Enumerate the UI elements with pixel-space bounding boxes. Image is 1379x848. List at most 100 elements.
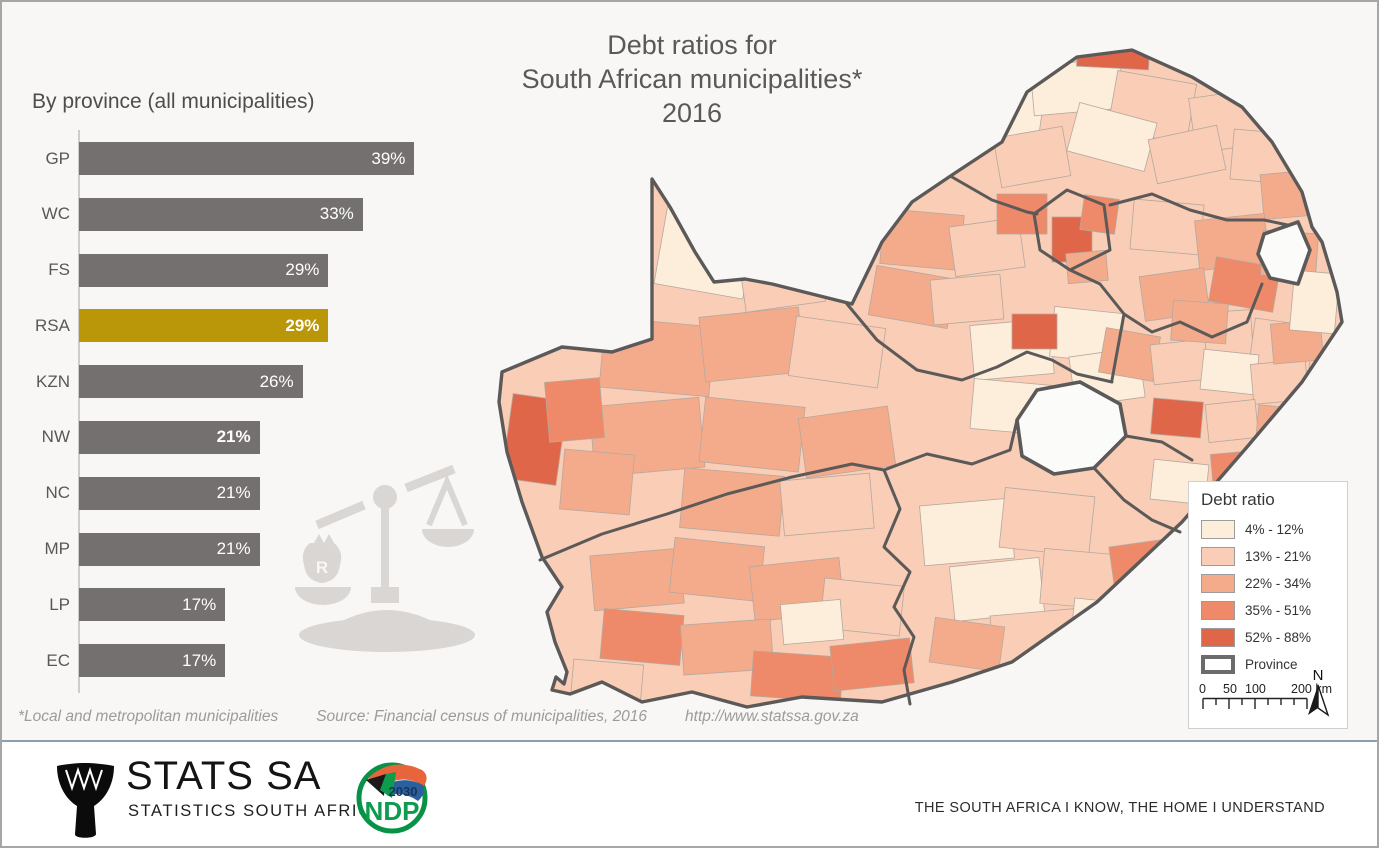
statssa-subtitle: STATISTICS SOUTH AFRICA xyxy=(128,802,385,820)
chart-title: By province (all municipalities) xyxy=(32,90,315,113)
bar-category-label: NW xyxy=(41,427,70,447)
legend-class-label: 13% - 21% xyxy=(1245,549,1312,564)
svg-text:R: R xyxy=(316,558,328,577)
municipality-patch xyxy=(1170,299,1229,345)
municipality-patch xyxy=(929,273,1005,326)
lesotho-hole xyxy=(1015,380,1128,476)
legend-row-3: 22% - 34% xyxy=(1201,574,1337,593)
map-title-line3: 2016 xyxy=(661,98,723,128)
bar-value-label: 21% xyxy=(216,427,251,447)
municipality-patch xyxy=(989,607,1085,667)
municipality-patch xyxy=(829,637,915,692)
statssa-drum-logo-icon xyxy=(57,763,114,838)
bar-row-lp: LP 17% xyxy=(20,588,450,622)
scale-bar: 0 50 100 200 km N xyxy=(1199,668,1337,722)
municipality-patch xyxy=(1204,399,1260,443)
province-border xyxy=(1032,188,1112,272)
province-border xyxy=(1124,434,1194,462)
municipality-patch xyxy=(1108,536,1186,598)
footnote-row: *Local and metropolitan municipalities S… xyxy=(18,708,1118,726)
bar-category-label: KZN xyxy=(36,371,70,391)
source-text: Source: Financial census of municipaliti… xyxy=(316,708,648,725)
bar-value-label: 39% xyxy=(371,148,406,168)
municipality-patch xyxy=(919,497,1015,567)
map-title-line2: South African municipalities* xyxy=(521,64,863,94)
province-border xyxy=(538,462,886,562)
municipality-patch xyxy=(1079,194,1120,235)
map-title-line1: Debt ratios for xyxy=(607,30,777,60)
bar-category-label: EC xyxy=(46,650,70,670)
municipality-patch xyxy=(679,467,785,537)
brand-tagline: THE SOUTH AFRICA I KNOW, THE HOME I UNDE… xyxy=(914,800,1325,816)
municipality-patch xyxy=(779,599,845,645)
bar-wc: 33% xyxy=(79,197,363,231)
north-arrow: N xyxy=(1303,667,1333,722)
municipality-patch xyxy=(1289,269,1340,335)
scale-tick-label: 200 km xyxy=(1291,682,1332,696)
legend-swatch xyxy=(1201,628,1235,647)
municipality-patch xyxy=(698,396,806,473)
map-title: Debt ratios for South African municipali… xyxy=(452,28,932,130)
footnote-text: *Local and metropolitan municipalities xyxy=(18,708,279,725)
municipality-patch xyxy=(589,547,685,612)
bar-kzn: 26% xyxy=(79,365,303,399)
municipality-patch xyxy=(598,316,716,398)
province-border xyxy=(950,175,1039,216)
bar-ec: 17% xyxy=(79,644,226,678)
bar-row-wc: WC 33% xyxy=(20,197,450,231)
municipality-patch xyxy=(992,125,1072,189)
province-border xyxy=(1122,282,1264,339)
map-legend: Debt ratio 4% - 12% 13% - 21% 22% - 34% 35%… xyxy=(1188,481,1348,729)
bar-category-label: RSA xyxy=(35,315,70,335)
brand-band: STATS SA STATISTICS SOUTH AFRICA 2030 ND… xyxy=(2,742,1377,846)
municipality-patch xyxy=(787,315,887,389)
scale-ruler xyxy=(1202,697,1308,709)
legend-row-2: 13% - 21% xyxy=(1201,547,1337,566)
legend-row-5: 52% - 88% xyxy=(1201,628,1337,647)
website-url: http://www.statssa.gov.za xyxy=(685,708,859,725)
bar-value-label: 17% xyxy=(182,650,217,670)
municipality-patch xyxy=(1069,597,1155,657)
legend-class-label: 52% - 88% xyxy=(1245,630,1312,645)
municipality-patch xyxy=(1076,50,1150,71)
bar-row-kzn: KZN 26% xyxy=(20,365,450,399)
municipality-patch xyxy=(779,472,875,537)
bar-value-label: 26% xyxy=(259,371,294,391)
scale-tick-label: 0 xyxy=(1199,682,1206,696)
bar-category-label: MP xyxy=(44,539,71,559)
bar-value-label: 29% xyxy=(285,260,320,280)
bar-value-label: 21% xyxy=(216,539,251,559)
municipality-patch xyxy=(996,193,1048,235)
statssa-wordmark: STATS SA xyxy=(126,754,322,798)
province-border xyxy=(1068,268,1126,382)
bar-value-label: 21% xyxy=(216,483,251,503)
legend-class-label: 4% - 12% xyxy=(1245,522,1304,537)
municipality-patch xyxy=(797,405,897,479)
ndp-year-text: 2030 xyxy=(389,784,418,799)
province-swatch xyxy=(1201,655,1235,674)
scale-tick-label: 50 xyxy=(1223,682,1237,696)
bar-fs: 29% xyxy=(79,253,329,287)
bar-category-label: WC xyxy=(41,204,70,224)
province-border xyxy=(1108,192,1299,229)
bar-row-ec: EC 17% xyxy=(20,644,450,678)
legend-swatch xyxy=(1201,520,1235,539)
municipality-patch xyxy=(544,377,605,443)
north-label: N xyxy=(1312,667,1324,684)
province-border xyxy=(882,418,1019,472)
municipality-patch xyxy=(948,557,1046,622)
legend-row-4: 35% - 51% xyxy=(1201,601,1337,620)
municipality-patch xyxy=(750,650,844,703)
municipality-patch xyxy=(1011,313,1058,350)
province-label: Province xyxy=(1245,657,1298,672)
scale-labels: 0 50 100 200 km xyxy=(1199,682,1337,697)
bar-nc: 21% xyxy=(79,476,260,510)
legend-row-1: 4% - 12% xyxy=(1201,520,1337,539)
bar-row-nw: NW 21% xyxy=(20,420,450,454)
municipality-patch xyxy=(559,448,635,516)
bar-row-fs: FS 29% xyxy=(20,253,450,287)
municipality-patch xyxy=(1149,338,1210,386)
municipality-patch xyxy=(1147,124,1227,185)
bar-nw: 21% xyxy=(79,420,260,454)
